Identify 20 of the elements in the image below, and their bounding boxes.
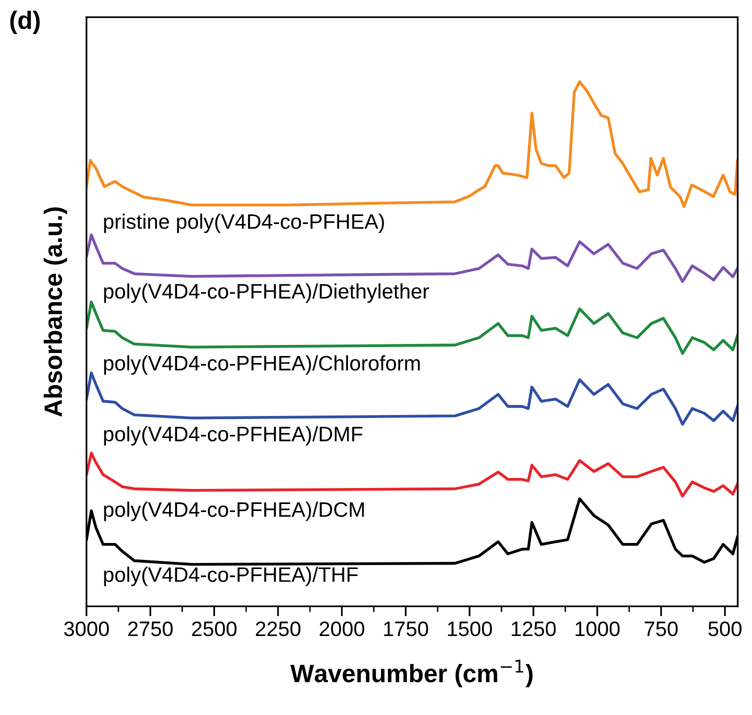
x-tick-label: 2500 xyxy=(192,621,237,636)
x-tick-label: 2250 xyxy=(256,621,300,636)
x-tick-label: 3000 xyxy=(64,621,109,636)
series-label: poly(V4D4-co-PFHEA)/Chloroform xyxy=(104,355,420,375)
x-tick-label: 750 xyxy=(644,621,678,636)
series-label: poly(V4D4-co-PFHEA)/DMF xyxy=(104,426,362,446)
series-label: pristine poly(V4D4-co-PFHEA) xyxy=(104,214,384,234)
series-label: poly(V4D4-co-PFHEA)/THF xyxy=(104,566,358,586)
x-tick-label: 1750 xyxy=(384,621,428,636)
y-axis-title: Absorbance (a.u.) xyxy=(44,207,68,417)
x-tick-label: 2750 xyxy=(128,621,173,636)
x-tick-label: 1500 xyxy=(448,621,492,636)
x-tick-label: 1000 xyxy=(576,621,620,636)
x-axis-title: Wavenumber (cm$^{−1}$) xyxy=(290,660,533,688)
text: (d) xyxy=(10,10,40,34)
series-label: poly(V4D4-co-PFHEA)/Diethylether xyxy=(104,283,429,303)
series-label: poly(V4D4-co-PFHEA)/DCM xyxy=(104,502,364,522)
x-tick-label: 500 xyxy=(708,621,742,636)
x-tick-label: 1250 xyxy=(512,621,556,636)
x-tick-label: 2000 xyxy=(320,621,364,636)
